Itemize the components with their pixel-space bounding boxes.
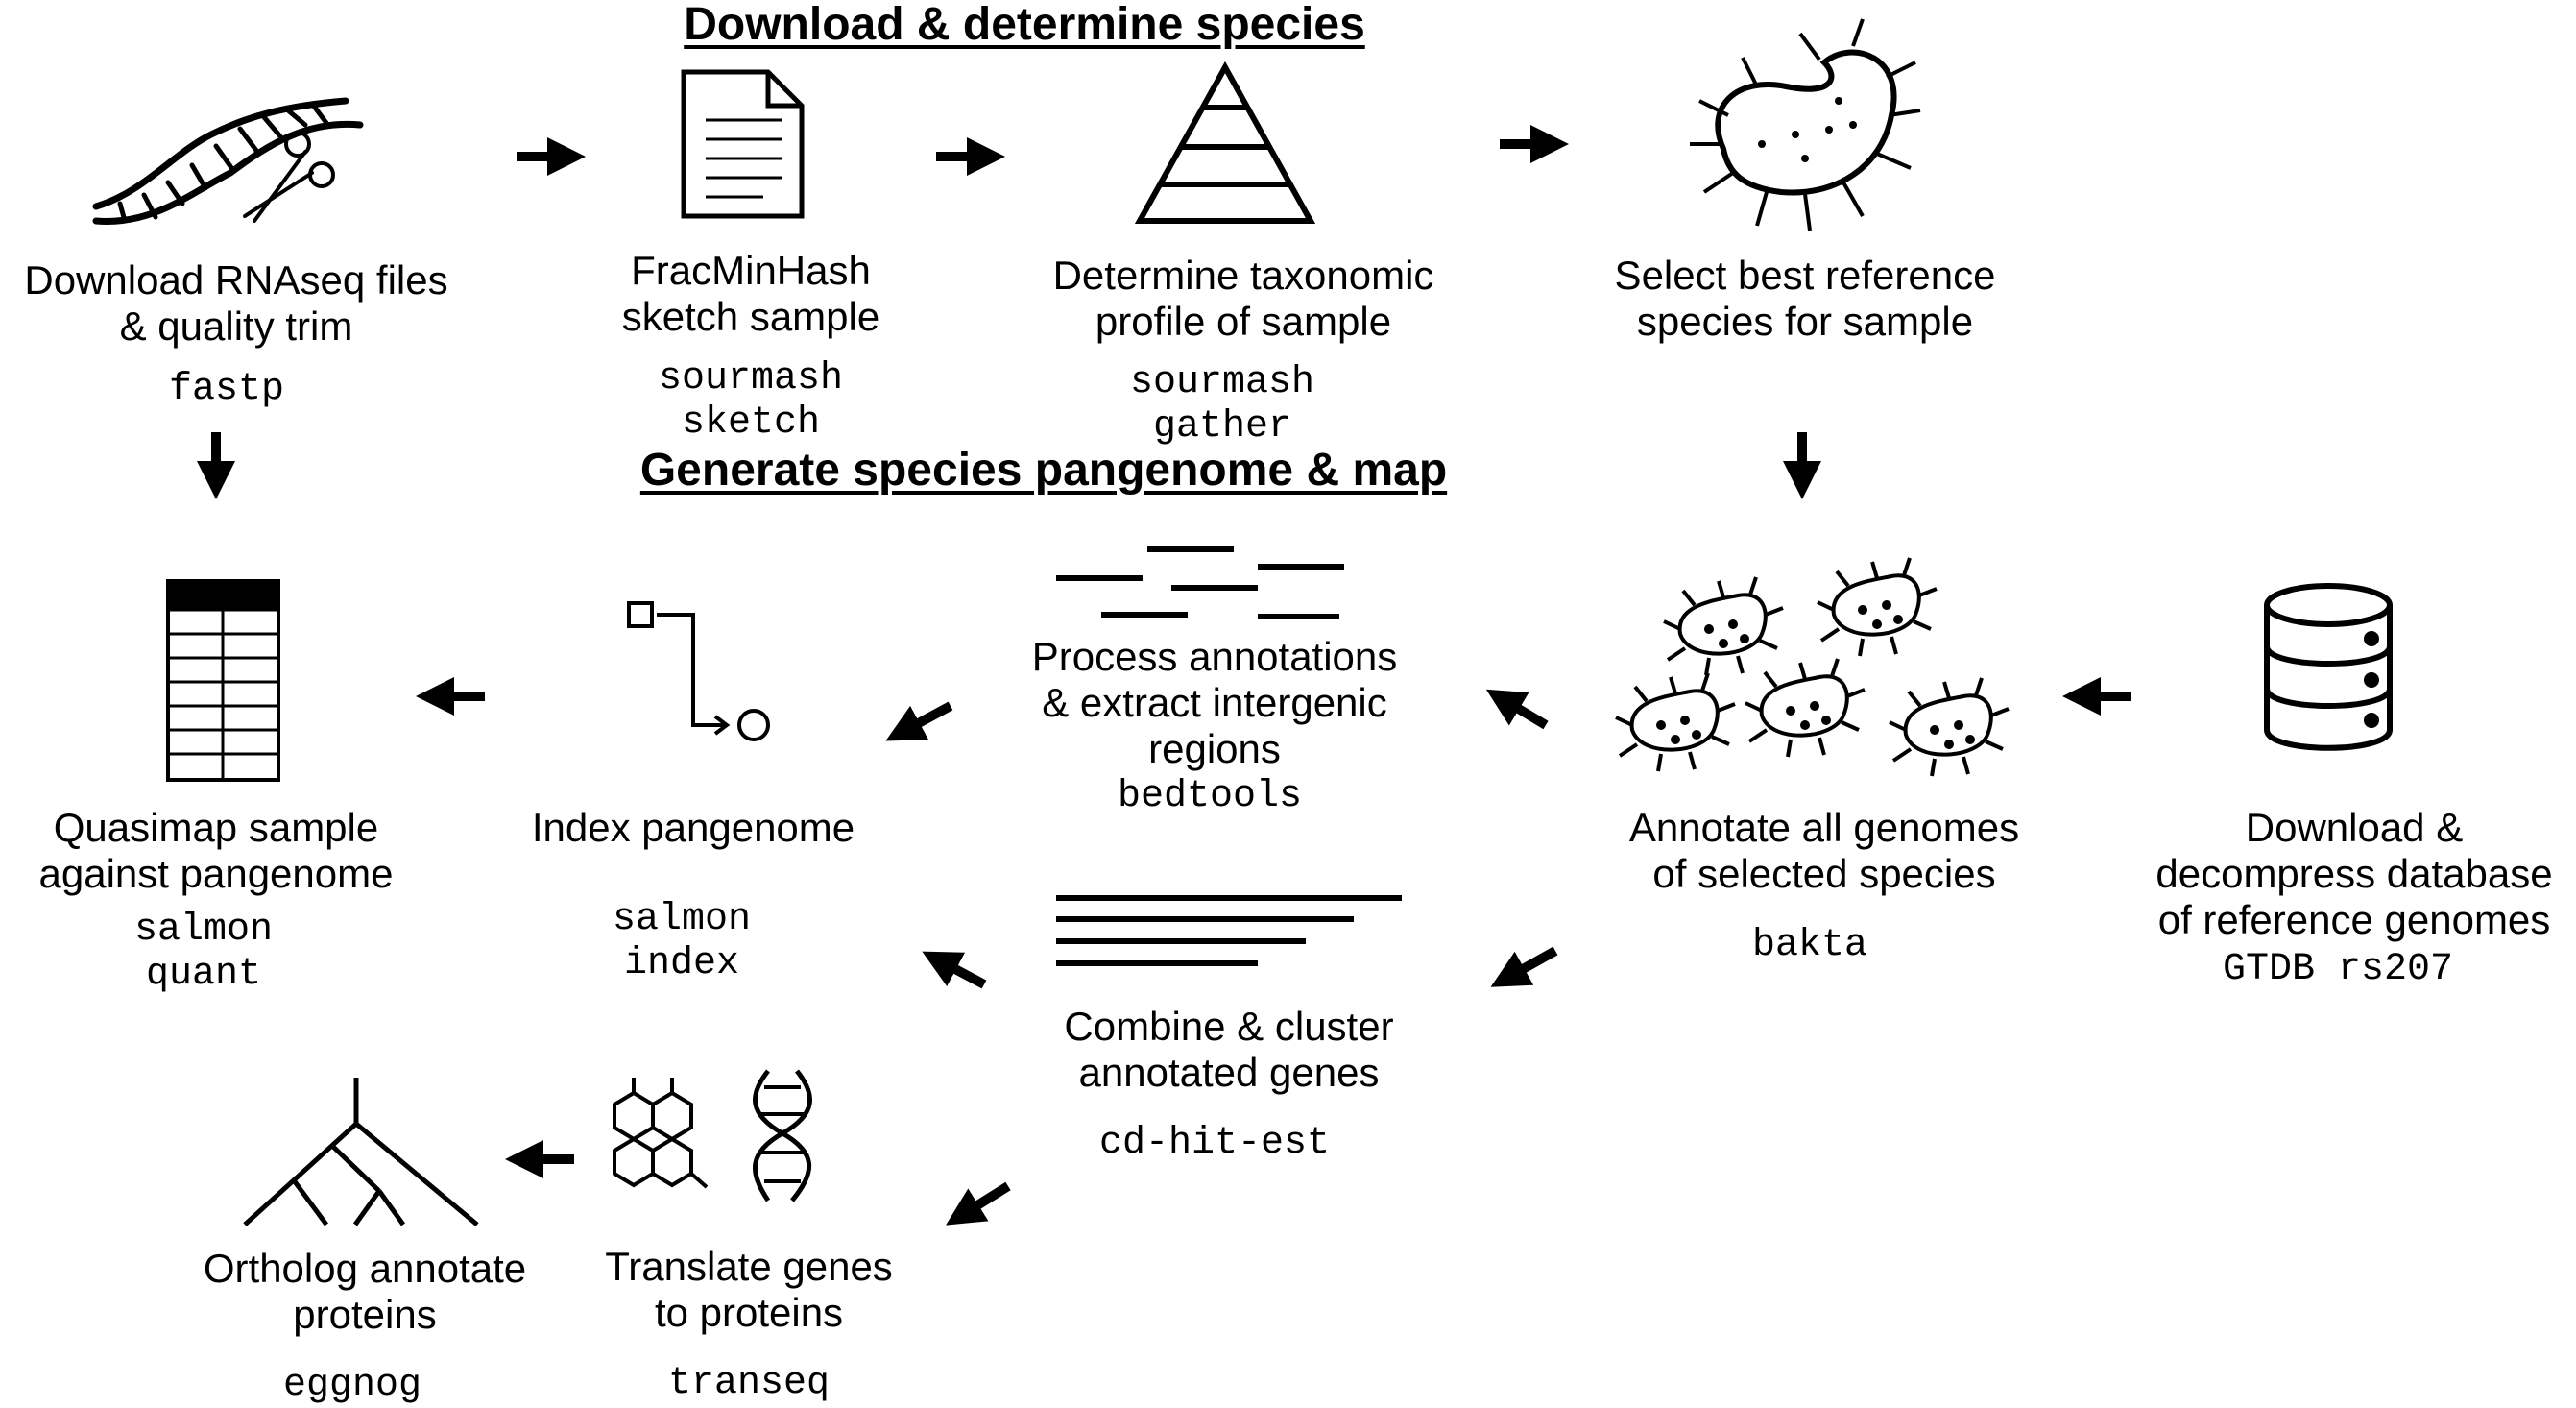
step-sketch-tool: sourmash sketch <box>658 357 844 445</box>
step-select-label: Select best reference species for sample <box>1614 253 1996 344</box>
table-icon <box>166 579 280 782</box>
document-icon <box>681 69 805 219</box>
step-database-label: Download & decompress database of referenc… <box>2155 805 2553 942</box>
step-sketch-label: FracMinHash sketch sample <box>621 248 880 339</box>
molecule-dna-icon <box>613 1069 812 1202</box>
step-ortholog-label: Ortholog annotate proteins <box>203 1246 527 1337</box>
step-process-tool: bedtools <box>1117 775 1303 818</box>
step-translate-label: Translate genes to proteins <box>605 1244 893 1335</box>
step-quasimap-label: Quasimap sample against pangenome <box>38 805 394 896</box>
step-quasimap-tool: salmon quant <box>133 909 274 996</box>
heading-generate: Generate species pangenome & map <box>639 445 1448 496</box>
flow-arrows <box>197 125 2131 1226</box>
arrow-annotate-to-combine <box>1490 946 1558 987</box>
step-ortholog-tool: eggnog <box>282 1364 422 1407</box>
database-icon <box>2264 583 2393 751</box>
bacteria-group-icon <box>1615 557 2010 777</box>
step-translate-tool: transeq <box>667 1362 831 1405</box>
intervals-icon <box>1056 546 1344 619</box>
index-graph-icon <box>627 601 770 741</box>
step-process-label: Process annotations & extract intergenic r… <box>1031 634 1398 771</box>
dna-scissors-icon <box>92 97 364 225</box>
step-taxonomy-tool: sourmash gather <box>1129 361 1315 449</box>
arrow-process-to-index <box>885 701 953 741</box>
step-annotate-tool: bakta <box>1751 924 1868 967</box>
step-download-label: Download RNAseq files & quality trim <box>24 257 448 349</box>
step-taxonomy-label: Determine taxonomic profile of sample <box>1052 253 1434 344</box>
step-download-tool: fastp <box>168 368 285 411</box>
pyramid-icon <box>1134 61 1316 224</box>
aligned-lines-icon <box>1056 895 1402 966</box>
step-combine-label: Combine & cluster annotated genes <box>1064 1004 1394 1095</box>
heading-download: Download & determine species <box>684 0 1365 50</box>
step-combine-tool: cd-hit-est <box>1098 1122 1331 1165</box>
arrow-combine-to-index <box>922 951 987 989</box>
step-database-tool: GTDB rs207 <box>2222 948 2454 991</box>
arrow-annotate-to-process <box>1485 689 1549 730</box>
bacterium-icon <box>1690 18 1921 231</box>
step-index-tool: salmon index <box>612 898 752 985</box>
arrow-combine-to-translate <box>946 1181 1011 1226</box>
tree-icon <box>243 1078 479 1226</box>
step-index-label: Index pangenome <box>531 805 855 850</box>
step-annotate-label: Annotate all genomes of selected species <box>1628 805 2020 896</box>
